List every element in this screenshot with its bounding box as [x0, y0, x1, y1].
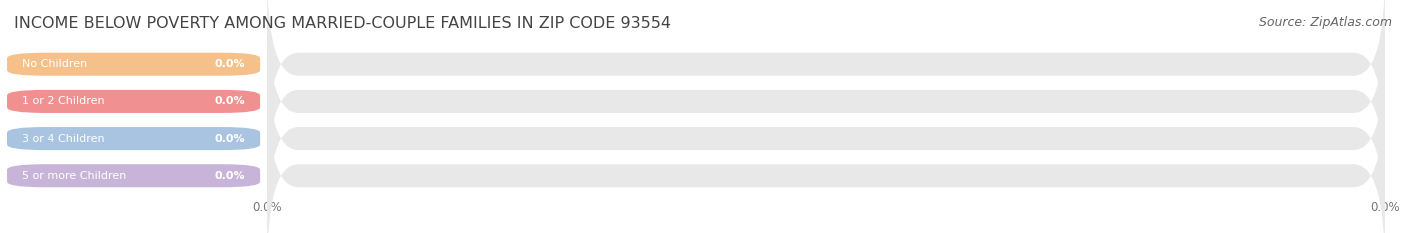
FancyBboxPatch shape: [267, 0, 1385, 157]
Text: 0.0%: 0.0%: [214, 171, 245, 181]
FancyBboxPatch shape: [7, 90, 260, 113]
Text: 0.0%: 0.0%: [214, 134, 245, 144]
Text: 5 or more Children: 5 or more Children: [22, 171, 127, 181]
FancyBboxPatch shape: [7, 127, 260, 150]
FancyBboxPatch shape: [7, 164, 260, 187]
FancyBboxPatch shape: [267, 46, 1385, 231]
Text: 1 or 2 Children: 1 or 2 Children: [22, 96, 105, 106]
Text: INCOME BELOW POVERTY AMONG MARRIED-COUPLE FAMILIES IN ZIP CODE 93554: INCOME BELOW POVERTY AMONG MARRIED-COUPL…: [14, 16, 671, 31]
Text: Source: ZipAtlas.com: Source: ZipAtlas.com: [1258, 16, 1392, 29]
FancyBboxPatch shape: [7, 53, 260, 76]
Text: 3 or 4 Children: 3 or 4 Children: [22, 134, 105, 144]
Text: No Children: No Children: [22, 59, 87, 69]
Text: 0.0%: 0.0%: [214, 59, 245, 69]
FancyBboxPatch shape: [267, 9, 1385, 194]
FancyBboxPatch shape: [267, 83, 1385, 233]
Text: 0.0%: 0.0%: [214, 96, 245, 106]
